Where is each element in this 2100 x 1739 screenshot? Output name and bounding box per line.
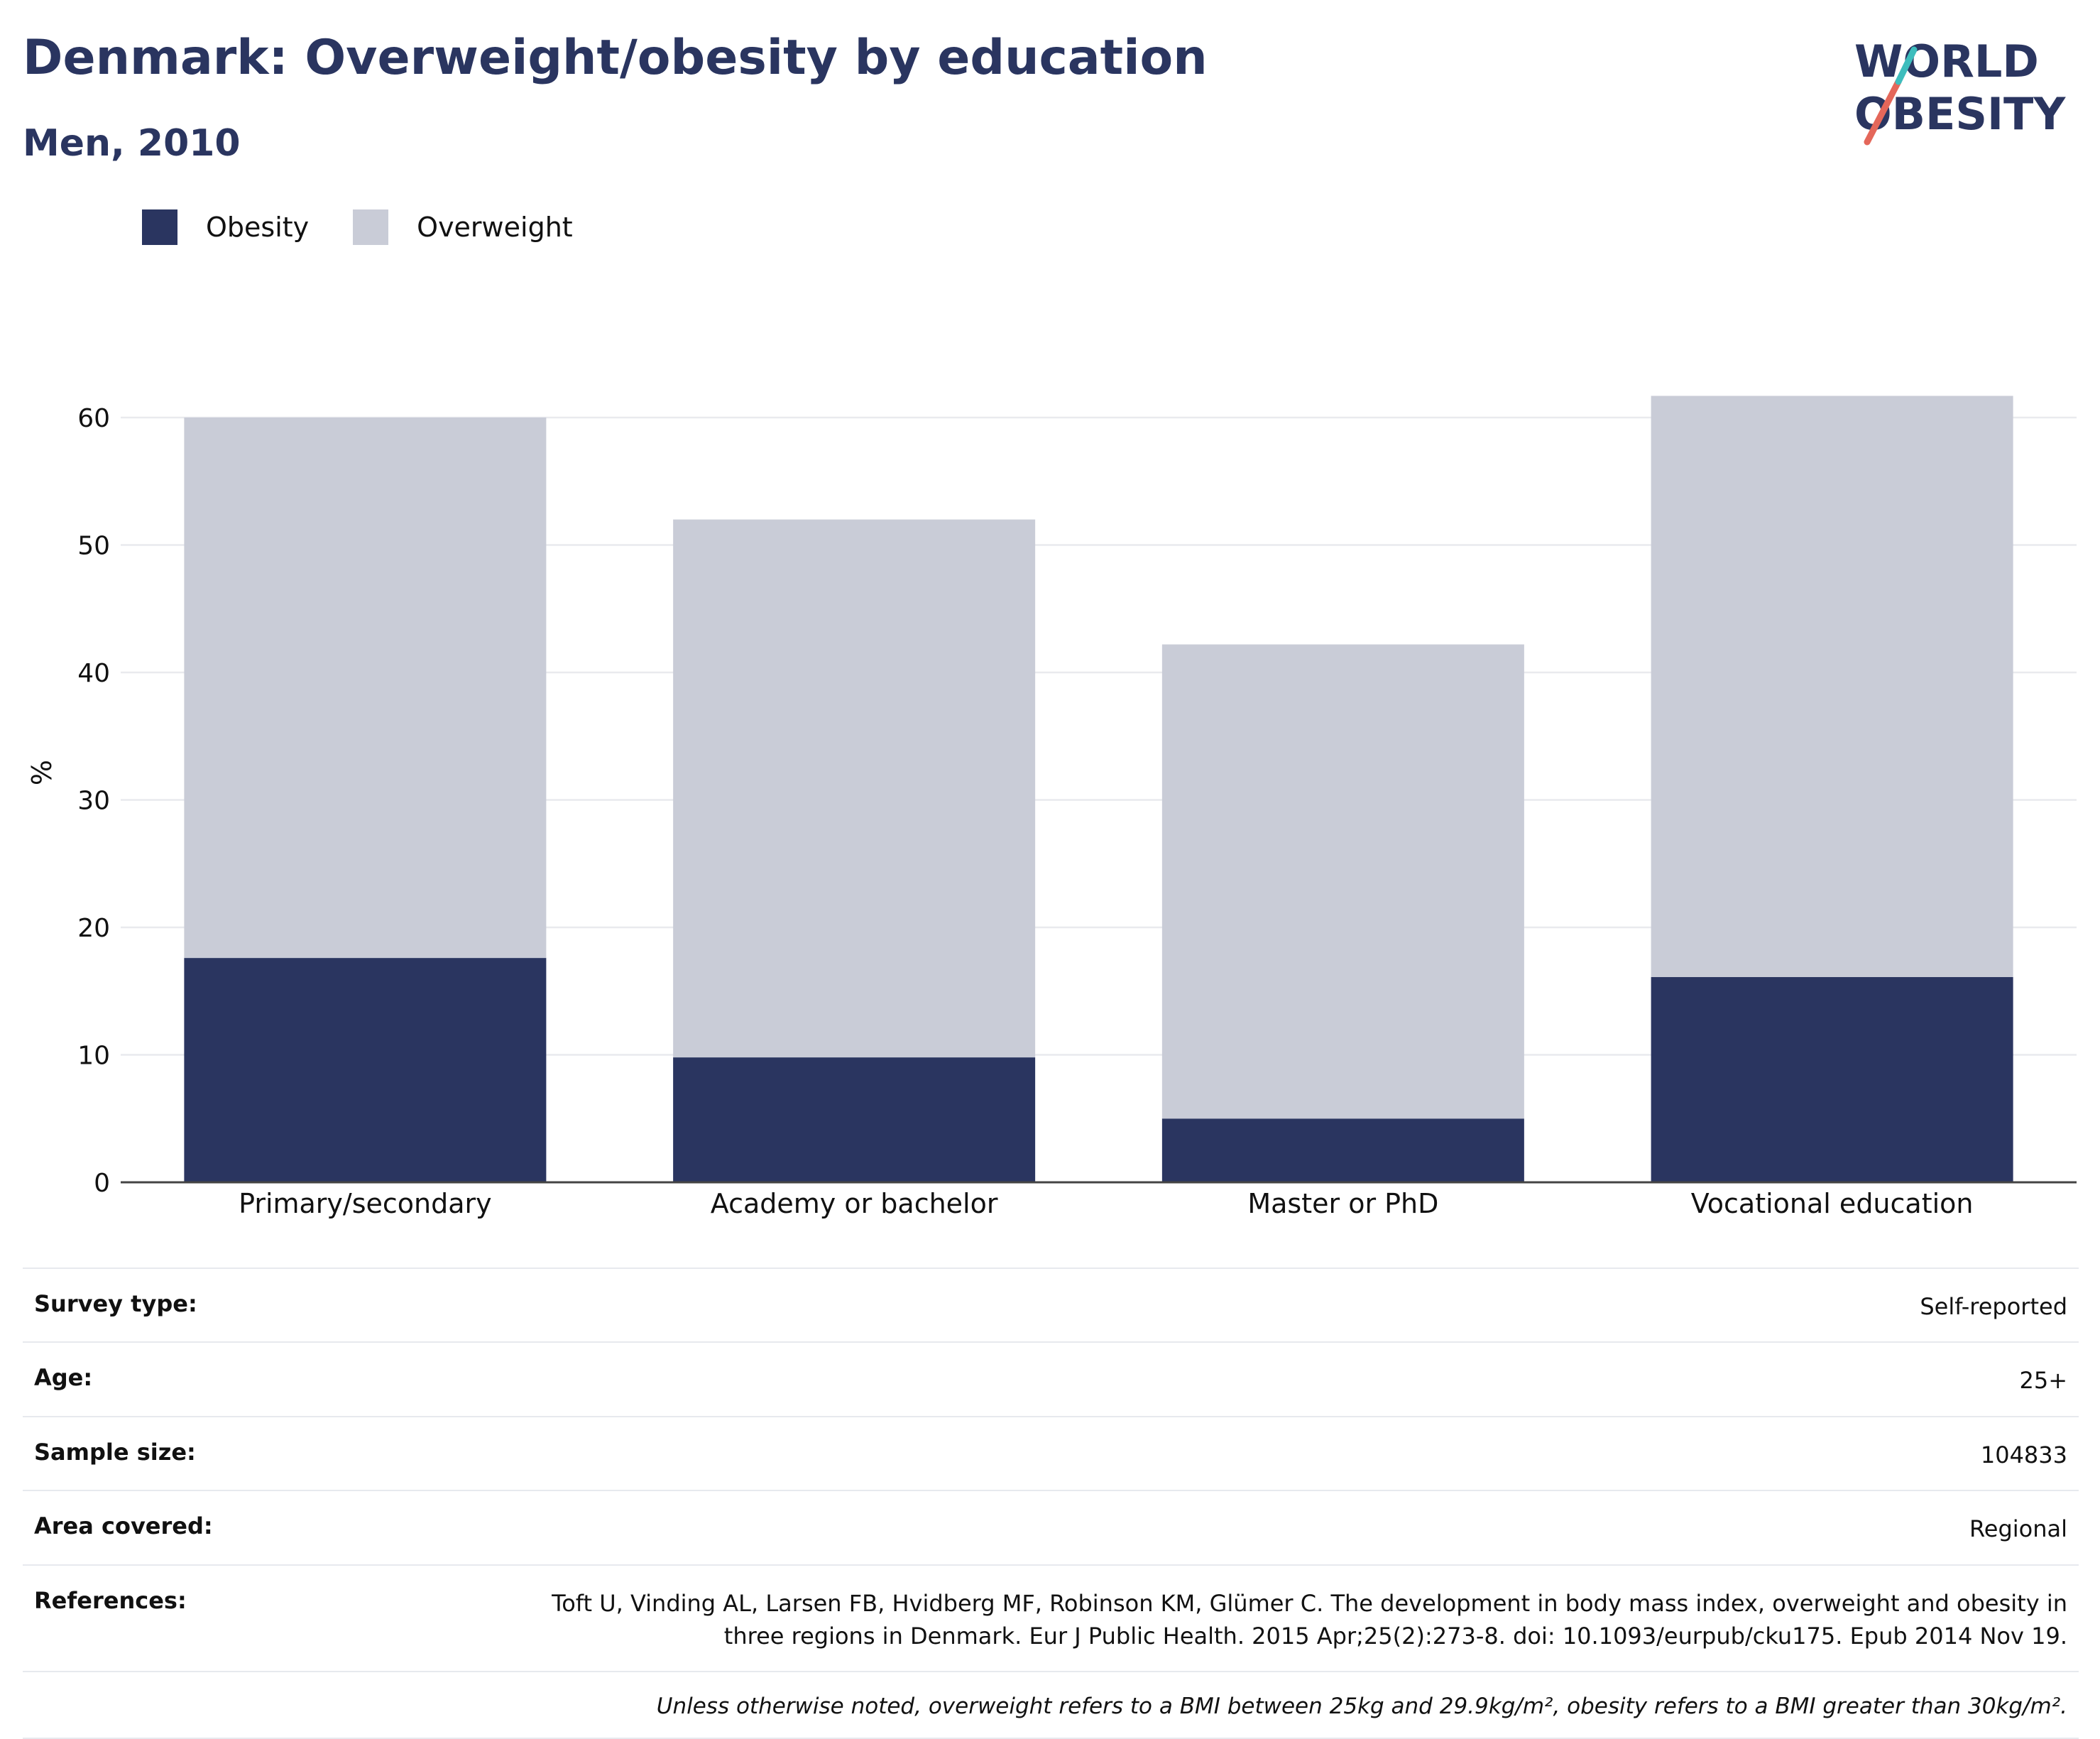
meta-label: Sample size: (34, 1438, 196, 1466)
stacked-bar-chart: 0 10 20 30 40 50 60% Primary/secondary Academy o… (26, 396, 2077, 1219)
legend: Obesity Overweight (142, 209, 617, 245)
meta-value: Regional (1969, 1515, 2067, 1543)
legend-swatch-overweight (353, 209, 389, 245)
meta-value: Self-reported (1920, 1293, 2067, 1320)
logo-line1: WORLD (1854, 36, 2039, 87)
bar-overweight-1 (184, 418, 547, 959)
meta-label: Survey type: (34, 1290, 197, 1317)
meta-row-survey-type: Survey type: Self-reported (23, 1268, 2079, 1341)
bar-overweight-4 (1651, 396, 2013, 978)
y-tick-label: 50 (77, 532, 110, 561)
y-tick-label: 60 (77, 404, 110, 433)
legend-label-obesity: Obesity (206, 212, 310, 243)
y-tick-label: 0 (94, 1169, 110, 1198)
meta-label: References: (34, 1586, 187, 1614)
chart-subtitle: Men, 2010 (23, 122, 241, 165)
legend-item-overweight: Overweight (353, 209, 573, 245)
legend-item-obesity: Obesity (142, 209, 309, 245)
y-tick-label: 20 (77, 914, 110, 943)
meta-row-note: Unless otherwise noted, overweight refer… (23, 1671, 2079, 1739)
x-category-label: Academy or bachelor (711, 1188, 998, 1219)
meta-row-sample-size: Sample size: 104833 (23, 1415, 2079, 1490)
logo-slash-teal (1895, 46, 1918, 85)
chart-title: Denmark: Overweight/obesity by education (23, 30, 1208, 86)
bar-obesity-3 (1161, 1118, 1524, 1182)
bar-obesity-1 (184, 958, 547, 1182)
world-obesity-logo: WORLD OBESITY (1854, 36, 2066, 146)
legend-label-overweight: Overweight (417, 212, 573, 243)
x-category-label: Master or PhD (1247, 1188, 1438, 1219)
meta-row-references: References: Toft U, Vinding AL, Larsen F… (23, 1564, 2079, 1672)
bar-overweight-2 (673, 519, 1036, 1058)
y-tick-label: 30 (77, 787, 110, 816)
reference-line-1: Toft U, Vinding AL, Larsen FB, Hvidberg … (552, 1589, 2067, 1617)
metadata-table: Survey type: Self-reported Age: 25+ Samp… (23, 1268, 2079, 1739)
meta-row-area-covered: Area covered: Regional (23, 1490, 2079, 1564)
y-tick-label: 10 (77, 1042, 110, 1071)
bmi-definition-note: Unless otherwise noted, overweight refer… (656, 1694, 2067, 1720)
meta-value: 25+ (2019, 1367, 2067, 1395)
y-axis-label: % (26, 760, 58, 785)
bar-obesity-2 (673, 1057, 1036, 1182)
bar-overweight-3 (1161, 644, 1524, 1119)
references-text: Toft U, Vinding AL, Larsen FB, Hvidberg … (552, 1587, 2067, 1653)
logo-slash-red (1864, 78, 1902, 146)
meta-label: Age: (34, 1364, 93, 1392)
bar-obesity-4 (1651, 977, 2013, 1182)
meta-label: Area covered: (34, 1512, 213, 1540)
reference-line-2: three regions in Denmark. Eur J Public H… (723, 1622, 2067, 1650)
legend-swatch-obesity (142, 209, 177, 245)
meta-row-age: Age: 25+ (23, 1341, 2079, 1415)
y-tick-label: 40 (77, 659, 110, 688)
x-category-label: Vocational education (1691, 1188, 1974, 1219)
x-category-label: Primary/secondary (239, 1188, 492, 1219)
meta-value: 104833 (1980, 1441, 2067, 1468)
